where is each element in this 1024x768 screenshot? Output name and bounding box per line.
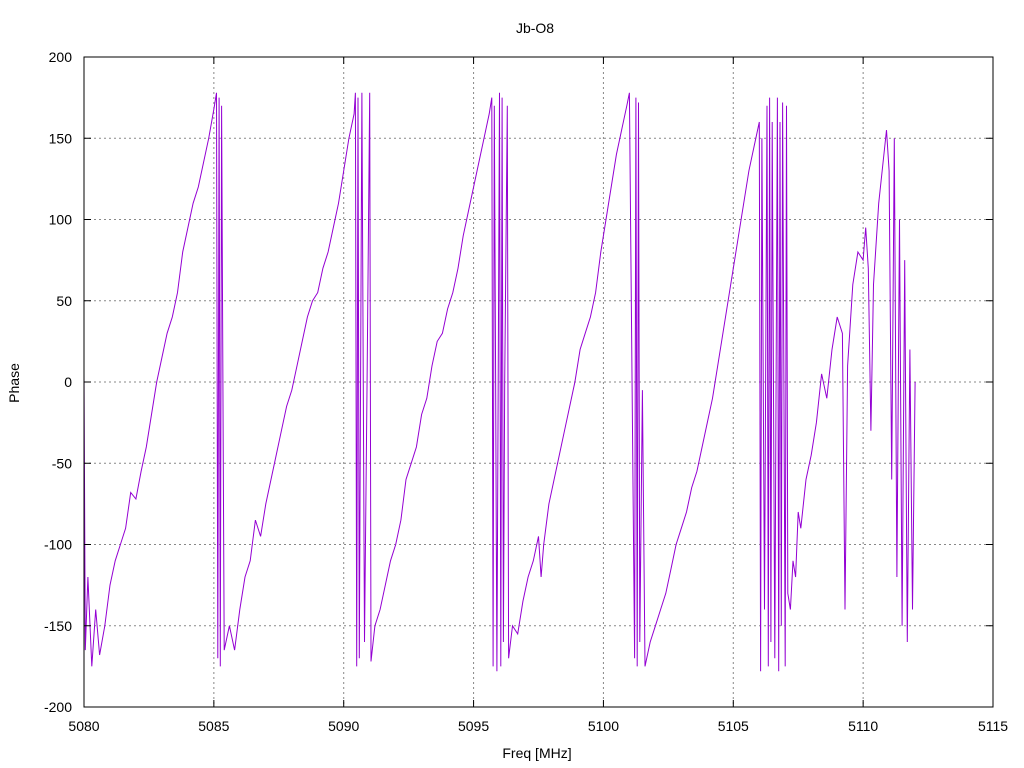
x-tick-label: 5095 [458,718,489,734]
x-tick-label: 5100 [588,718,619,734]
y-tick-label: 50 [56,293,72,309]
y-tick-label: 150 [49,130,73,146]
y-axis-label: Phase [6,363,22,403]
y-tick-label: 100 [49,212,73,228]
y-tick-label: 200 [49,49,73,65]
x-tick-label: 5090 [328,718,359,734]
phase-series-line [83,92,916,672]
y-tick-label: -100 [44,537,72,553]
data-series [83,92,916,672]
x-tick-label: 5105 [718,718,749,734]
y-tick-label: 0 [64,374,72,390]
axis-ticks: 5080 5085 5090 5095 5100 5105 5110 5115 -200 -150… [44,49,1008,734]
x-tick-label: 5080 [68,718,99,734]
x-tick-label: 5110 [848,718,878,734]
y-tick-label: -200 [44,699,72,715]
y-tick-label: -50 [52,455,72,471]
x-axis-label: Freq [MHz] [502,745,571,761]
x-tick-label: 5085 [198,718,229,734]
y-tick-label: -150 [44,618,72,634]
grid-lines [84,57,993,707]
chart-title: Jb-O8 [516,20,554,36]
x-tick-label: 5115 [978,718,1008,734]
